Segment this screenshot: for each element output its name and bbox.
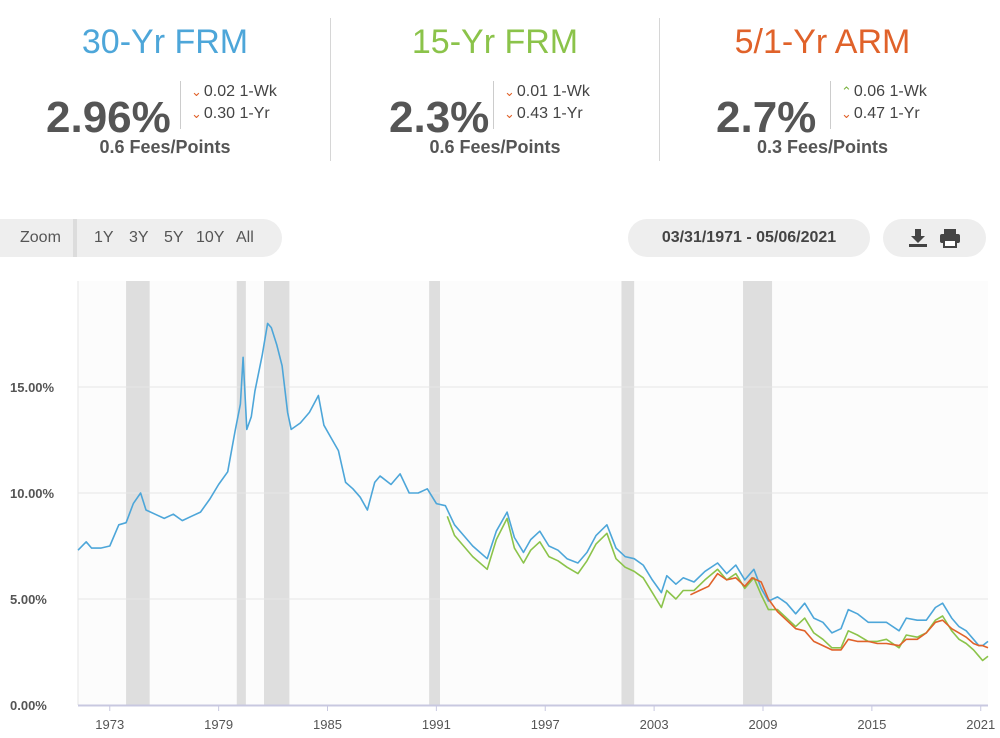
date-range-picker[interactable]: 03/31/1971 - 05/06/2021 <box>628 219 870 257</box>
week-change-row: ⌄ 0.02 1-Wk <box>191 81 277 103</box>
rate-changes: ⌃ 0.06 1-Wk ⌄ 0.47 1-Yr <box>830 81 927 129</box>
x-tick-label: 1985 <box>313 717 342 732</box>
rate-panel-15yr: 15-Yr FRM 2.3% ⌄ 0.01 1-Wk ⌄ 0.43 1-Yr 0.6… <box>331 18 659 164</box>
week-change-row: ⌃ 0.06 1-Wk <box>841 81 927 103</box>
x-tick-label: 2021 <box>966 717 995 732</box>
rate-changes: ⌄ 0.02 1-Wk ⌄ 0.30 1-Yr <box>180 81 277 129</box>
x-tick-label: 2003 <box>640 717 669 732</box>
x-tick-label: 2009 <box>749 717 778 732</box>
x-tick-label: 1991 <box>422 717 451 732</box>
rate-panel-30yr: 30-Yr FRM 2.96% ⌄ 0.02 1-Wk ⌄ 0.30 1-Yr 0.… <box>0 18 330 164</box>
download-icon[interactable] <box>907 228 929 248</box>
chevron-up-icon: ⌃ <box>841 84 852 99</box>
y-tick-label: 0.00% <box>10 698 47 713</box>
x-tick-label: 1979 <box>204 717 233 732</box>
rate-summary: 30-Yr FRM 2.96% ⌄ 0.02 1-Wk ⌄ 0.30 1-Yr 0.… <box>0 0 1000 180</box>
year-change: 0.43 1-Yr <box>516 105 583 122</box>
year-change-row: ⌄ 0.47 1-Yr <box>841 103 927 125</box>
zoom-10y-button[interactable]: 10Y <box>196 229 225 246</box>
rate-name: 5/1-Yr ARM <box>734 23 911 61</box>
series-lines <box>77 322 989 662</box>
zoom-5y-button[interactable]: 5Y <box>164 229 184 246</box>
week-change: 0.01 1-Wk <box>516 83 590 100</box>
week-change-row: ⌄ 0.01 1-Wk <box>504 81 590 103</box>
rate-value: 2.96% <box>46 93 171 142</box>
zoom-3y-button[interactable]: 3Y <box>129 229 149 246</box>
panel-divider <box>659 18 660 161</box>
zoom-separator <box>73 219 77 257</box>
rate-value: 2.7% <box>716 93 817 142</box>
panel-divider <box>330 18 331 161</box>
chevron-down-icon: ⌄ <box>841 106 852 121</box>
x-tick-label: 1973 <box>95 717 124 732</box>
year-change-row: ⌄ 0.30 1-Yr <box>191 103 277 125</box>
fees-points: 0.6 Fees/Points <box>99 137 231 157</box>
zoom-all-button[interactable]: All <box>236 229 254 246</box>
chevron-down-icon: ⌄ <box>191 84 202 99</box>
chevron-down-icon: ⌄ <box>504 106 515 121</box>
rate-panel-arm: 5/1-Yr ARM 2.7% ⌃ 0.06 1-Wk ⌄ 0.47 1-Yr 0.… <box>660 18 985 164</box>
mortgage-rate-chart: 0.00% 5.00% 10.00% 15.00% 1973 1979 1985 1991 19… <box>10 281 995 732</box>
year-change-row: ⌄ 0.43 1-Yr <box>504 103 590 125</box>
axes: 0.00% 5.00% 10.00% 15.00% 1973 1979 1985 1991 19… <box>10 380 995 732</box>
fees-points: 0.3 Fees/Points <box>756 137 889 157</box>
rate-name: 30-Yr FRM <box>81 23 249 61</box>
y-tick-label: 10.00% <box>10 486 55 501</box>
rate-changes: ⌄ 0.01 1-Wk ⌄ 0.43 1-Yr <box>493 81 590 129</box>
year-change: 0.30 1-Yr <box>203 105 270 122</box>
series-line-30-yr-frm <box>77 322 989 647</box>
zoom-label: Zoom <box>20 229 61 246</box>
year-change: 0.47 1-Yr <box>853 105 920 122</box>
series-line-15-yr-frm <box>446 516 989 662</box>
grid-lines <box>77 281 988 705</box>
y-tick-label: 15.00% <box>10 380 55 395</box>
print-icon[interactable] <box>939 228 961 248</box>
week-change: 0.06 1-Wk <box>853 83 927 100</box>
x-tick-label: 2015 <box>857 717 886 732</box>
week-change: 0.02 1-Wk <box>203 83 277 100</box>
zoom-1y-button[interactable]: 1Y <box>94 229 114 246</box>
y-tick-label: 5.00% <box>10 592 47 607</box>
rate-value: 2.3% <box>389 93 490 142</box>
x-tick-label: 1997 <box>531 717 560 732</box>
chevron-down-icon: ⌄ <box>504 84 515 99</box>
chart-tools <box>883 219 986 257</box>
series-line-5-1-yr-arm <box>690 572 989 651</box>
zoom-bar: Zoom 1Y 3Y 5Y 10Y All <box>0 219 282 257</box>
fees-points: 0.6 Fees/Points <box>429 137 561 157</box>
rate-name: 15-Yr FRM <box>411 23 579 61</box>
chevron-down-icon: ⌄ <box>191 106 202 121</box>
